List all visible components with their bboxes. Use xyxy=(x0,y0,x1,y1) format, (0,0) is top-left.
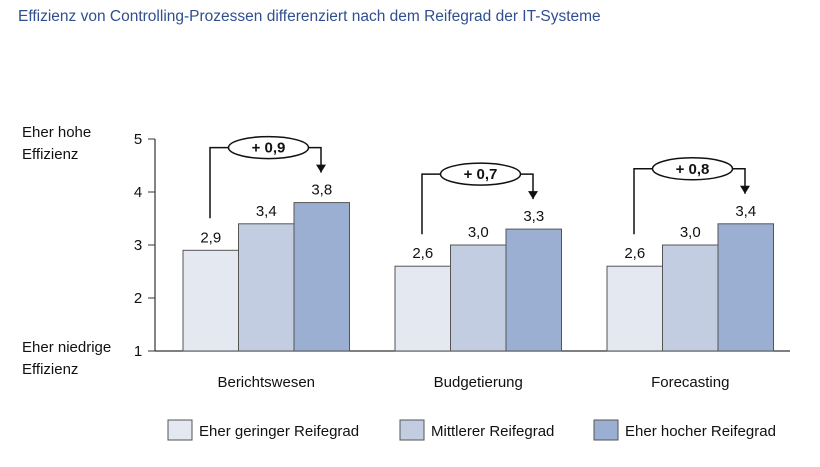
annotation-ellipse xyxy=(227,135,310,160)
data-label: 3,0 xyxy=(680,224,701,241)
bar xyxy=(293,202,350,352)
annotation-connector xyxy=(633,168,746,235)
data-label: 2,6 xyxy=(624,245,645,262)
y-tick-label: 1 xyxy=(134,343,142,360)
data-label: 3,3 xyxy=(523,208,544,225)
data-label: 3,8 xyxy=(311,182,332,199)
bar xyxy=(238,223,295,352)
data-label: 2,6 xyxy=(412,245,433,262)
arrow-icon xyxy=(528,191,538,200)
y-tick-label: 2 xyxy=(134,290,142,307)
bar xyxy=(606,265,663,352)
bar xyxy=(182,249,239,352)
chart-title: Effizienz von Controlling-Prozessen diff… xyxy=(18,8,601,25)
category-label: Berichtswesen xyxy=(217,374,315,391)
y-tick-label: 5 xyxy=(134,131,142,148)
legend-label: Mittlerer Reifegrad xyxy=(431,423,554,440)
bar xyxy=(505,228,562,352)
bar xyxy=(662,244,719,352)
legend-swatch xyxy=(593,419,619,441)
category-label: Budgetierung xyxy=(434,374,523,391)
legend-swatch xyxy=(399,419,425,441)
data-label: 3,4 xyxy=(256,203,277,220)
legend-swatch xyxy=(167,419,193,441)
data-label: 3,4 xyxy=(735,203,756,220)
y-tick-label: 4 xyxy=(134,184,142,201)
y-label-top: Eher hohe Effizienz xyxy=(22,124,92,163)
y-tick-label: 3 xyxy=(134,237,142,254)
arrow-icon xyxy=(316,164,326,173)
legend-label: Eher geringer Reifegrad xyxy=(199,423,359,440)
annotation-label: + 0,8 xyxy=(676,161,710,178)
arrow-icon xyxy=(740,185,750,194)
bar xyxy=(394,265,451,352)
bar xyxy=(717,223,774,352)
annotation-ellipse xyxy=(651,157,734,181)
annotation-label: + 0,7 xyxy=(464,166,498,183)
annotation-ellipse xyxy=(439,162,522,186)
annotation-label: + 0,9 xyxy=(252,140,286,157)
annotation-connector xyxy=(421,173,534,235)
category-label: Forecasting xyxy=(651,374,729,391)
data-label: 2,9 xyxy=(200,229,221,246)
data-label: 3,0 xyxy=(468,224,489,241)
y-label-bottom: Eher niedrige Effizienz xyxy=(22,339,112,378)
bar xyxy=(450,244,507,352)
annotation-connector xyxy=(209,146,322,219)
legend-label: Eher hocher Reifegrad xyxy=(625,423,776,440)
